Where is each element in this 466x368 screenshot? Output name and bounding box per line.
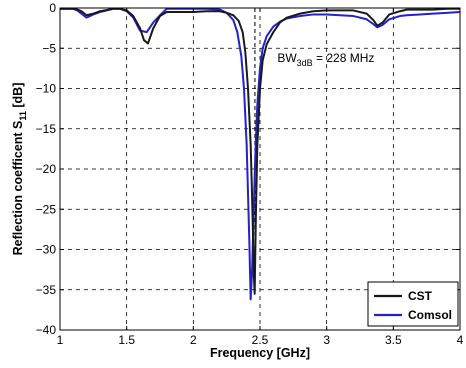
legend-box (367, 281, 459, 327)
bandwidth-annotation: BW3dB = 228 MHz (277, 51, 374, 68)
legend-label-cst: CST (408, 289, 433, 303)
x-tick-label: 3.5 (385, 333, 402, 347)
bandwidth-annotation-rest: = 228 MHz (313, 51, 375, 65)
x-tick-label: 2.5 (252, 333, 269, 347)
y-tick-label: 0 (49, 1, 56, 15)
y-tick-label: −25 (36, 202, 57, 216)
ticks (59, 7, 461, 331)
y-axis-label-subscript: 11 (18, 111, 28, 121)
x-tick-label: 3 (323, 333, 330, 347)
y-tick-label: −30 (36, 243, 57, 257)
x-tick-label: 2 (190, 333, 197, 347)
y-tick-label: −35 (36, 283, 57, 297)
series-line-cst (60, 7, 460, 295)
y-tick-label: −5 (42, 41, 56, 55)
x-tick-labels: 1 1.5 2 2.5 3 3.5 4 (57, 333, 464, 347)
x-tick-label: 4 (457, 333, 464, 347)
y-tick-label: −40 (36, 323, 57, 337)
y-axis-label-unit: [dB] (11, 83, 25, 111)
x-tick-label: 1 (57, 333, 64, 347)
y-tick-label: −20 (36, 162, 57, 176)
y-tick-label: −15 (36, 122, 57, 136)
legend: CST Comsol (367, 281, 459, 327)
bandwidth-annotation-subscript: 3dB (297, 58, 313, 68)
legend-label-comsol: Comsol (408, 308, 452, 322)
series-layer (60, 7, 461, 301)
y-tick-labels: 0 −5 −10 −15 −20 −25 −30 −35 −40 (36, 1, 57, 337)
y-axis-label: Reflection coefficent S11 [dB] (11, 83, 28, 256)
x-tick-label: 1.5 (118, 333, 135, 347)
y-tick-label: −10 (36, 82, 57, 96)
x-axis-label: Frequency [GHz] (210, 346, 310, 360)
